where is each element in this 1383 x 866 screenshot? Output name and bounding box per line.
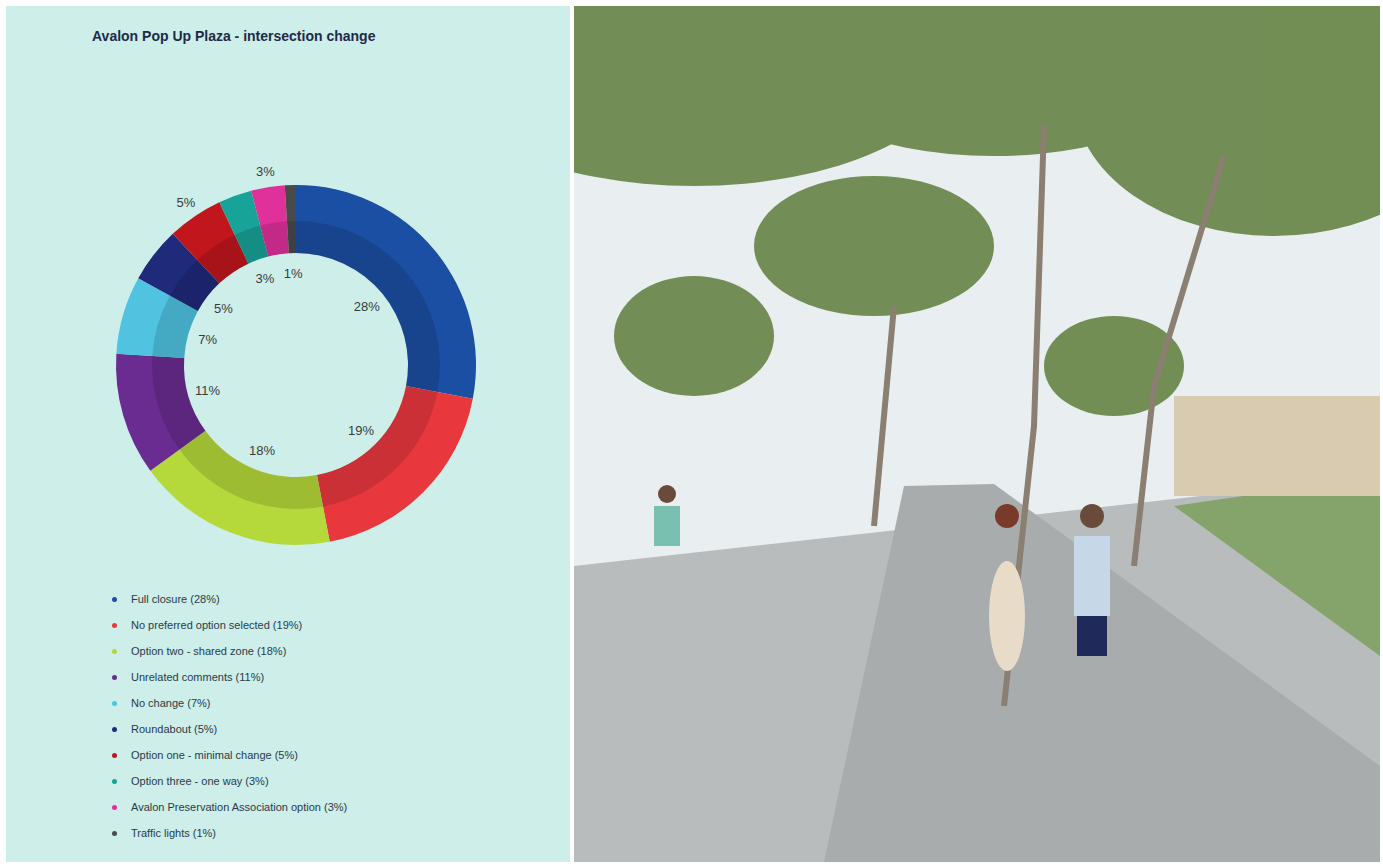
html-text:Avalon Preservation Associatio: Avalon Preservation Association option (… <box>131 801 348 813</box>
svg-text:7%: 7% <box>198 332 217 347</box>
svg-text:1%: 1% <box>284 266 303 281</box>
html-text:Roundabout (5%): Roundabout (5%) <box>131 723 218 735</box>
svg-text:5%: 5% <box>214 301 233 316</box>
svg-text:11%: 11% <box>195 383 220 398</box>
svg-text:19%: 19% <box>348 423 374 438</box>
svg-text:28%: 28% <box>354 299 380 314</box>
html-text:Full closure (28%): Full closure (28%) <box>131 593 220 605</box>
svg-text:5%: 5% <box>176 195 195 210</box>
html-text:Option three - one way (3%): Option three - one way (3%) <box>131 775 269 787</box>
html-text:Option one - minimal change (5: Option one - minimal change (5%) <box>131 749 298 761</box>
svg-text:3%: 3% <box>255 271 274 286</box>
html-text:Avalon Pop Up Plaza - intersec: Avalon Pop Up Plaza - intersection chang… <box>92 28 376 44</box>
html-text:Traffic lights (1%): Traffic lights (1%) <box>131 827 216 839</box>
html-text:No change (7%): No change (7%) <box>131 697 211 709</box>
html-text:Unrelated comments (11%): Unrelated comments (11%) <box>131 671 265 683</box>
svg-text:3%: 3% <box>256 164 275 179</box>
html-text:No preferred option selected (: No preferred option selected (19%) <box>131 619 303 631</box>
html-text:Option two - shared zone (18%): Option two - shared zone (18%) <box>131 645 287 657</box>
svg-text:18%: 18% <box>249 443 275 458</box>
